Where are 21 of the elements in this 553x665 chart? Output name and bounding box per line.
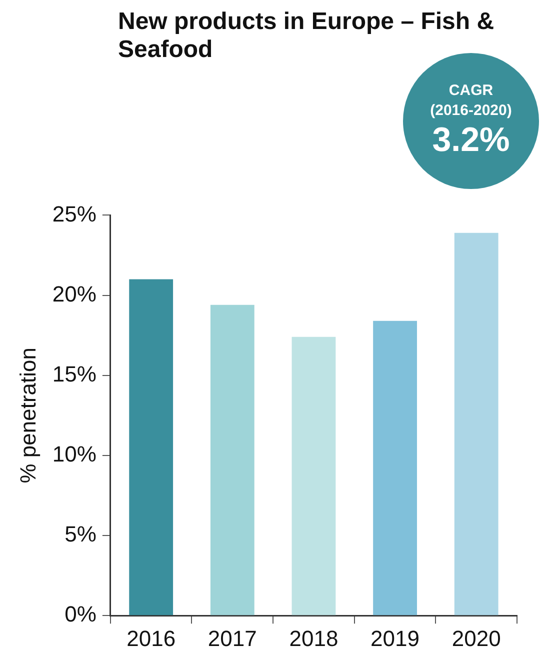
chart-title: New products in Europe – Fish & Seafood (118, 8, 496, 64)
text: 3.2% (431, 121, 511, 159)
bar (373, 320, 417, 616)
y-tick-label: 15% (52, 361, 96, 386)
bar (292, 336, 336, 616)
y-tick-label: 20% (52, 281, 96, 306)
bar (210, 304, 254, 616)
y-tick-label: 25% (52, 201, 96, 226)
x-tick-label: 2017 (208, 626, 257, 651)
text: (2016-2020) (429, 101, 513, 121)
bar (129, 279, 174, 616)
y-axis-title: % penetration (15, 348, 40, 484)
x-tick-label: 2018 (289, 626, 338, 651)
y-tick-label: 0% (64, 602, 96, 627)
x-tick-label: 2019 (370, 626, 420, 651)
x-tick-label: 2016 (126, 626, 176, 651)
x-tick-label: 2020 (452, 626, 501, 651)
y-tick-label: 10% (52, 442, 96, 467)
bar (454, 232, 498, 616)
text: CAGR (448, 81, 494, 101)
y-tick-label: 5% (64, 522, 96, 547)
